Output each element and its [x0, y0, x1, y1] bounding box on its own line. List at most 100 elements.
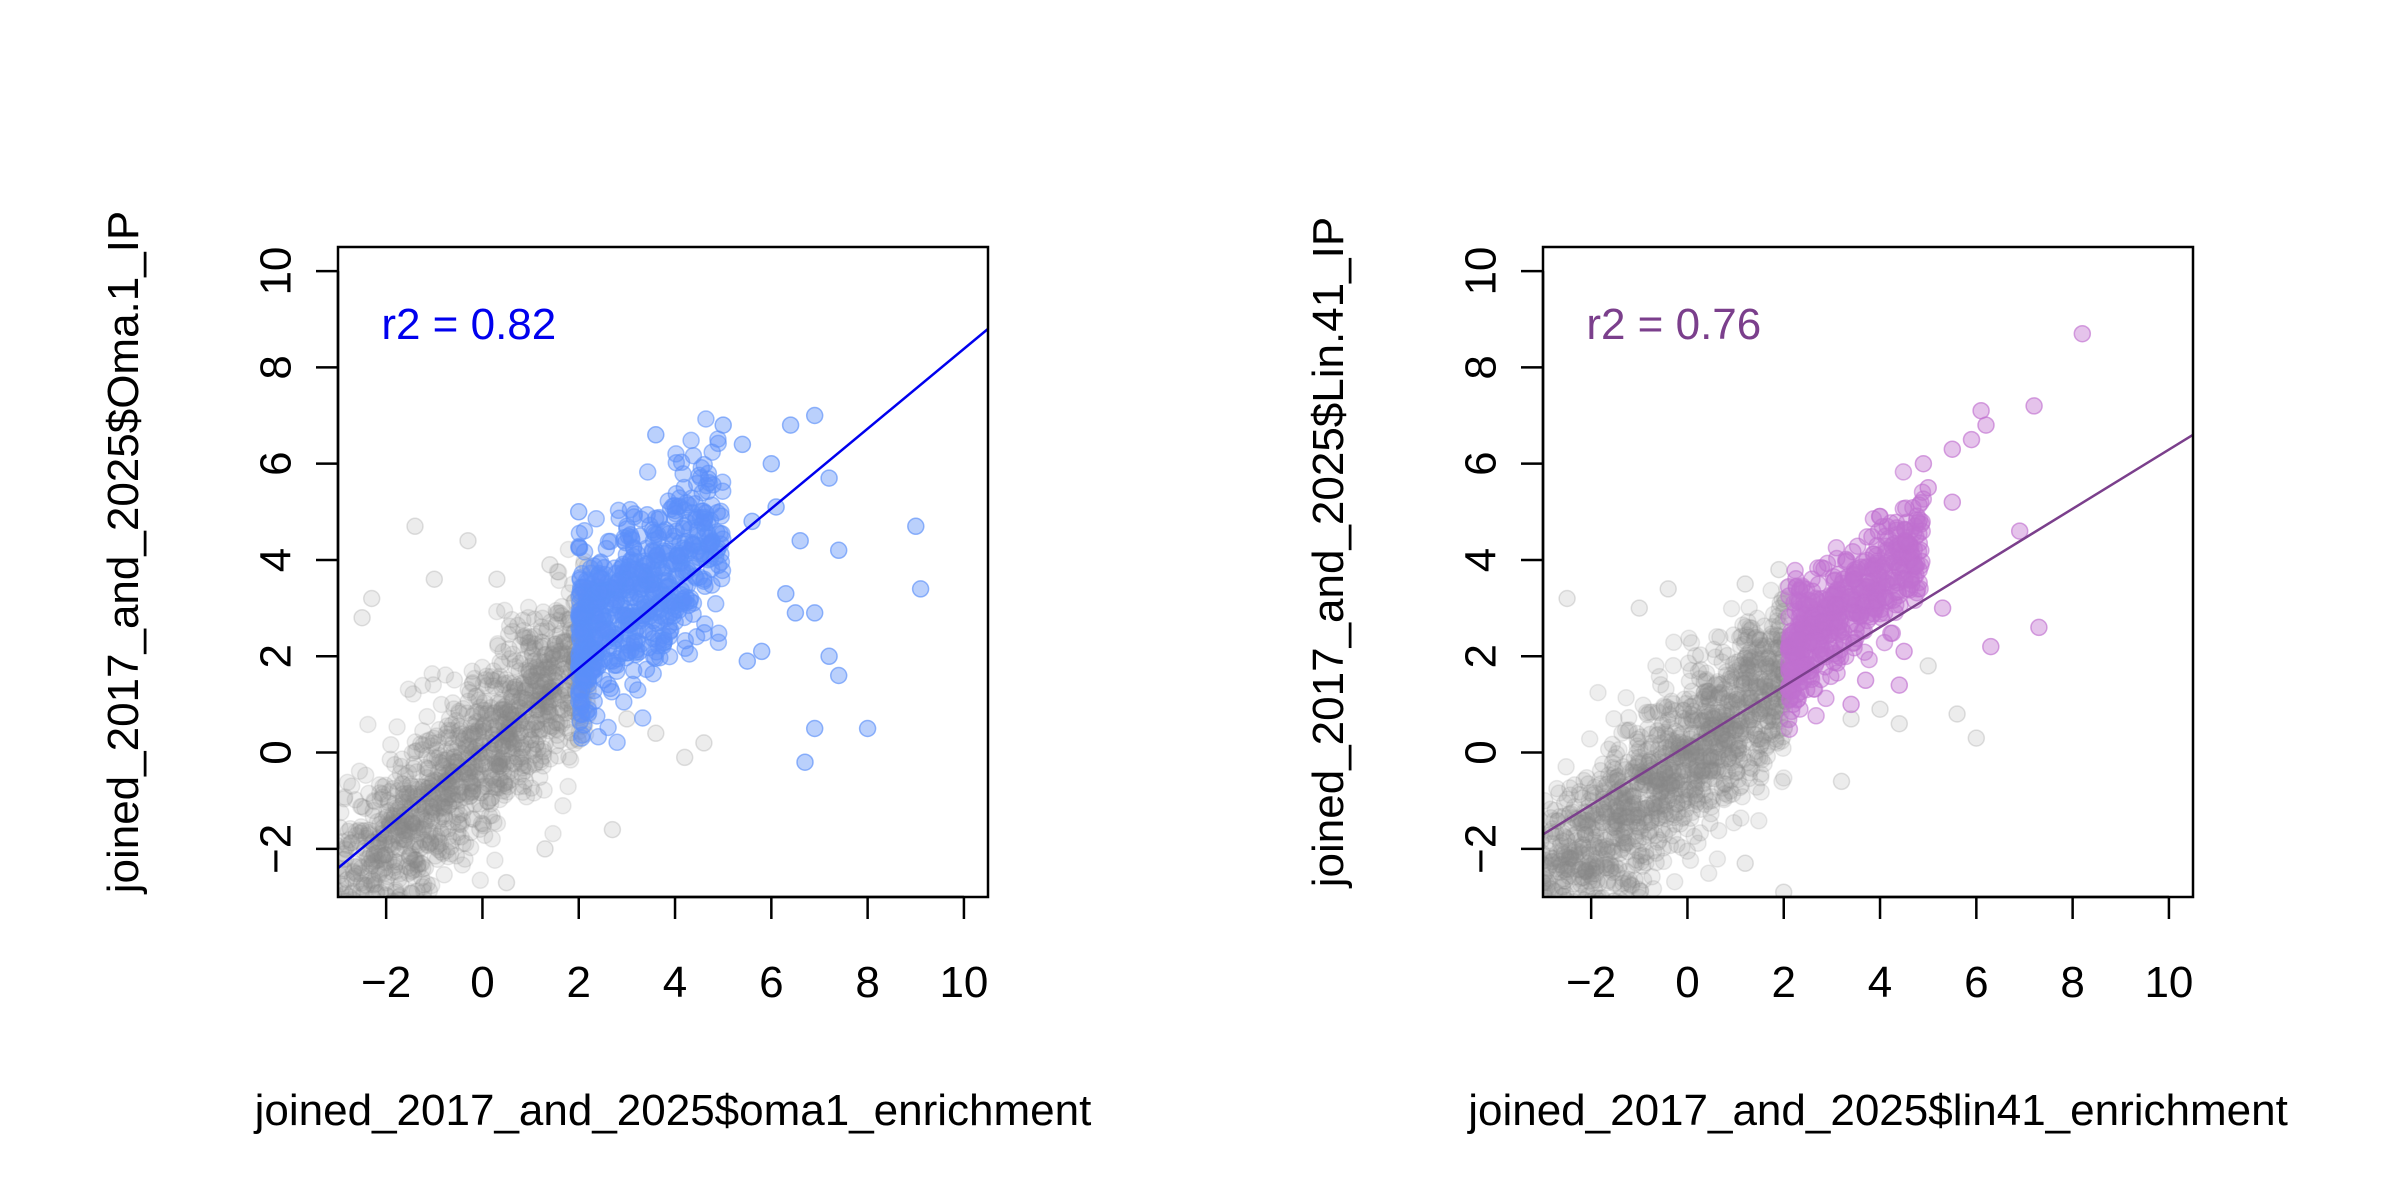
lin41-point: [1725, 693, 1743, 712]
lin41-point: [1559, 856, 1577, 874]
oma1-point: [381, 750, 400, 769]
oma1-point: [421, 822, 439, 841]
lin41-point: [1547, 859, 1566, 878]
lin41-point: [1758, 678, 1777, 696]
oma1-point: [499, 772, 517, 791]
oma1-point: [474, 816, 493, 835]
oma1-point: [403, 862, 421, 880]
oma1-point: [507, 739, 525, 758]
oma1-point: [370, 864, 388, 882]
oma1-point: [401, 775, 420, 794]
lin41-point: [1597, 843, 1616, 861]
lin41-point: [1546, 882, 1564, 897]
oma1-point: [499, 740, 518, 758]
oma1-point: [401, 859, 419, 877]
lin41-point: [1758, 656, 1776, 675]
oma1-point: [369, 851, 388, 869]
oma1-point: [408, 882, 426, 897]
oma1-point: [404, 867, 423, 886]
oma1-point: [608, 733, 626, 752]
oma1-point: [434, 776, 453, 795]
lin41-point: [1561, 786, 1579, 804]
oma1-point: [525, 671, 544, 690]
lin41-point: [1601, 855, 1620, 873]
oma1-point: [399, 864, 418, 883]
lin41-point: [1667, 722, 1685, 740]
lin41-point: [1664, 763, 1683, 782]
lin41-point: [1725, 813, 1743, 832]
oma1-point: [514, 621, 533, 640]
oma1-point: [447, 800, 466, 818]
oma1-point: [359, 784, 378, 803]
oma1-point: [485, 742, 503, 760]
lin41-point: [1688, 761, 1706, 780]
lin41-point: [1577, 881, 1596, 897]
oma1-point: [536, 645, 554, 664]
lin41-point: [1650, 809, 1669, 828]
lin41-point: [1741, 648, 1760, 667]
oma1-point: [364, 889, 382, 897]
oma1-point: [377, 873, 395, 892]
oma1-point: [434, 798, 452, 817]
oma1-point: [437, 751, 455, 769]
oma1-point: [513, 689, 531, 707]
oma1-point: [424, 820, 442, 839]
oma1-point: [444, 791, 463, 810]
oma1-point: [439, 847, 457, 866]
lin41-point: [1616, 823, 1634, 841]
oma1-point: [534, 740, 553, 758]
oma1-point: [383, 816, 402, 835]
lin41-point: [1543, 859, 1557, 878]
lin41-point: [1761, 707, 1779, 726]
oma1-point: [476, 714, 495, 733]
lin41-point: [1695, 672, 1713, 691]
oma1-point: [420, 787, 439, 805]
lin41-point: [1743, 693, 1762, 712]
lin41-point: [1607, 863, 1626, 882]
oma1-point: [605, 559, 624, 577]
oma1-point: [678, 540, 696, 558]
oma1-point: [471, 820, 489, 839]
oma1-point: [540, 721, 558, 740]
lin41-point: [1755, 755, 1773, 773]
oma1-point: [458, 784, 477, 803]
lin41-point: [1617, 808, 1635, 826]
oma1-point: [341, 834, 360, 852]
oma1-point: [466, 795, 484, 813]
lin41-point: [1619, 798, 1637, 816]
lin41-point: [1687, 751, 1706, 769]
oma1-point: [384, 779, 402, 798]
lin41-point: [1582, 867, 1600, 886]
lin41-point: [1665, 779, 1684, 798]
oma1-point: [693, 483, 711, 502]
oma1-point: [622, 634, 641, 653]
lin41-point: [1650, 776, 1669, 794]
oma1-point: [534, 757, 552, 775]
oma1-point: [409, 823, 428, 841]
lin41-y-axis-title: joined_2017_and_2025$Lin.41_IP: [1304, 217, 1353, 889]
oma1-point: [338, 850, 353, 869]
lin41-point: [1595, 804, 1613, 822]
lin41-point: [1868, 536, 1886, 555]
lin41-point: [1717, 730, 1735, 749]
oma1-point: [473, 778, 492, 796]
lin41-point: [1664, 656, 1683, 675]
oma1-point: [551, 625, 569, 643]
oma1-point: [507, 748, 526, 766]
lin41-point: [1607, 797, 1625, 816]
lin41-point: [1736, 854, 1754, 873]
lin41-point: [1752, 783, 1770, 801]
oma1-point: [422, 876, 441, 895]
oma1-point: [570, 683, 588, 702]
oma1-point: [402, 863, 421, 881]
oma1-point: [490, 707, 509, 726]
lin41-point: [1706, 676, 1724, 695]
lin41-point: [1742, 759, 1761, 778]
lin41-point: [1632, 728, 1650, 746]
oma1-point: [360, 821, 379, 839]
oma1-point: [489, 670, 507, 688]
oma1-point: [355, 876, 373, 895]
oma1-point: [501, 700, 519, 719]
lin41-point: [1740, 769, 1759, 788]
lin41-point: [1580, 730, 1599, 748]
